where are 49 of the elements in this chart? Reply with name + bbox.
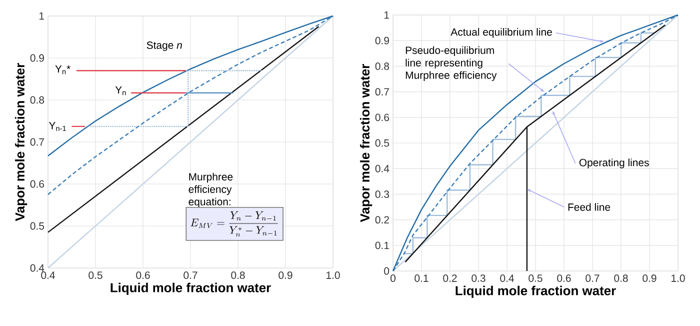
x-tick-label: 0.3 <box>472 274 486 282</box>
x-tick-label: 0.7 <box>184 272 198 279</box>
y-axis-title: Vapor mole fraction water <box>15 63 28 222</box>
x-tick-label: 0.2 <box>443 274 457 282</box>
y-tick-label: 0.9 <box>30 54 44 62</box>
y-tick-label: 0.4 <box>30 264 44 272</box>
y-tick-label: 0.7 <box>30 138 44 146</box>
annotation: Y$_{n}$* <box>55 65 70 74</box>
x-tick-label: 0.5 <box>528 274 542 282</box>
x-tick-label: 0.9 <box>278 272 292 279</box>
x-tick-label: 0.7 <box>586 274 600 282</box>
x-axis-title: Liquid mole fraction water <box>456 286 616 298</box>
annotation: Actual equilibrium line <box>450 28 552 38</box>
x-tick-label: 0.1 <box>414 274 428 282</box>
annotation: Feed line <box>568 203 610 211</box>
y-tick-label: 0.8 <box>30 96 44 104</box>
y-tick-label: 0.8 <box>375 62 390 70</box>
annotation: Y$_{n-1}$ <box>48 122 66 131</box>
y-tick-label: 0.6 <box>30 180 44 188</box>
annotation: $E_{MV} = \frac{Y_n - Y_{n-1}}{Y_n^{*} - Y_{n-1}}$ <box>190 211 278 236</box>
x-tick-label: 1.0 <box>672 274 685 282</box>
annotation: Murphree efficiency equation: <box>188 172 233 208</box>
y-tick-label: 0.4 <box>375 164 390 172</box>
x-tick-label: 1.0 <box>326 272 340 279</box>
x-tick-label: 0.6 <box>136 272 150 279</box>
y-tick-label: 0.6 <box>375 114 390 122</box>
annotation: Pseudo-equilibrium line representing Murphree efficiency <box>406 46 497 81</box>
y-tick-label: 0.5 <box>30 222 44 230</box>
y-tick-label: 0.1 <box>375 242 389 250</box>
y-tick-label: 0.3 <box>375 190 390 198</box>
x-tick-label: 0.8 <box>231 272 245 279</box>
annotation: Stage n <box>146 42 182 51</box>
y-tick-label: 1 <box>39 12 44 20</box>
x-tick-label: 0.4 <box>41 272 55 279</box>
x-tick-label: 0.4 <box>500 274 514 282</box>
y-axis-title: Vapor mole fraction water <box>360 64 372 222</box>
x-tick-label: 0.6 <box>557 274 571 282</box>
x-tick-label: 0.8 <box>614 274 628 282</box>
x-tick-label: 0.5 <box>88 272 102 279</box>
annotation: Operating lines <box>579 158 649 168</box>
x-tick-label: 0 <box>390 274 396 282</box>
x-tick-label: 0.9 <box>642 274 656 282</box>
annotation: Y$_{n}$ <box>115 86 126 96</box>
y-tick-label: 0.7 <box>375 88 389 96</box>
y-tick-label: 0.9 <box>375 36 389 44</box>
x-axis-title: Liquid mole fraction water <box>110 282 271 295</box>
y-tick-label: 0.5 <box>375 139 390 147</box>
y-tick-label: 1 <box>384 11 389 19</box>
y-tick-label: 0.2 <box>375 216 389 224</box>
